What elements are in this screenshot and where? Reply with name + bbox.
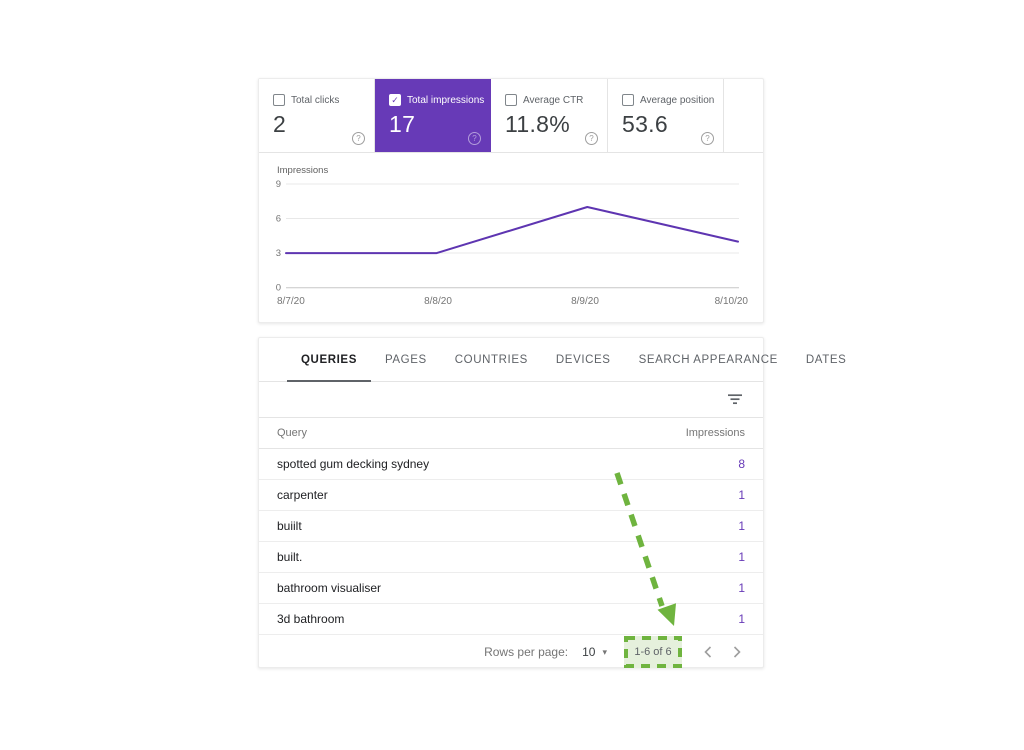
help-icon[interactable]: ?	[352, 132, 365, 145]
xtick-label: 8/10/20	[715, 296, 749, 307]
column-header-impressions[interactable]: Impressions	[685, 427, 745, 439]
table-header-row: Query Impressions	[259, 418, 763, 449]
metric-card-total-clicks[interactable]: Total clicks 2 ?	[259, 79, 375, 152]
metric-card-total-impressions[interactable]: ✓ Total impressions 17 ?	[375, 79, 491, 152]
metrics-row-spacer	[724, 79, 763, 152]
xtick-label: 8/9/20	[571, 296, 599, 307]
impressions-cell: 1	[738, 612, 745, 626]
metric-card-average-position[interactable]: Average position 53.6 ?	[608, 79, 724, 152]
query-cell: built.	[277, 550, 303, 564]
checkbox-unchecked-icon[interactable]	[622, 94, 634, 106]
metrics-row: Total clicks 2 ? ✓ Total impressions 17 …	[259, 79, 763, 153]
tab-bar: QUERIES PAGES COUNTRIES DEVICES SEARCH A…	[259, 338, 846, 382]
query-cell: 3d bathroom	[277, 612, 345, 626]
pagination-bar: Rows per page: 10 ▾ 1-6 of 6	[259, 635, 763, 669]
checkbox-unchecked-icon[interactable]	[273, 94, 285, 106]
pagination-range-highlight: 1-6 of 6	[624, 636, 682, 668]
table-row[interactable]: 3d bathroom 1	[259, 604, 763, 635]
rows-per-page-value: 10	[582, 645, 596, 659]
query-cell: spotted gum decking sydney	[277, 457, 430, 471]
metric-value: 53.6	[622, 111, 668, 137]
table-row[interactable]: buiilt 1	[259, 511, 763, 542]
tab-pages[interactable]: PAGES	[384, 353, 427, 366]
tab-dates[interactable]: DATES	[805, 353, 847, 366]
metric-card-average-ctr[interactable]: Average CTR 11.8% ?	[491, 79, 608, 152]
ytick-label: 6	[276, 214, 281, 225]
performance-summary-card: Total clicks 2 ? ✓ Total impressions 17 …	[258, 78, 764, 323]
ytick-label: 0	[276, 283, 281, 294]
tab-countries[interactable]: COUNTRIES	[454, 353, 528, 366]
chart-ylabel: Impressions	[277, 165, 328, 176]
metric-label: Total impressions	[407, 94, 485, 106]
help-icon[interactable]: ?	[468, 132, 481, 145]
annotation-highlight-box	[624, 636, 682, 668]
previous-page-button[interactable]	[696, 640, 720, 664]
query-cell: carpenter	[277, 488, 328, 502]
metric-value: 11.8%	[505, 111, 571, 137]
chevron-right-icon	[733, 646, 741, 658]
checkbox-unchecked-icon[interactable]	[505, 94, 517, 106]
impressions-cell: 1	[738, 488, 745, 502]
impressions-cell: 8	[738, 457, 745, 471]
ytick-label: 9	[276, 179, 281, 190]
caret-down-icon: ▾	[602, 646, 607, 657]
rows-per-page-select[interactable]: 10 ▾	[582, 645, 607, 659]
table-row[interactable]: spotted gum decking sydney 8	[259, 449, 763, 480]
column-header-query[interactable]: Query	[277, 427, 307, 439]
tab-queries[interactable]: QUERIES	[287, 338, 371, 382]
filter-button[interactable]	[723, 388, 747, 412]
impressions-cell: 1	[738, 519, 745, 533]
metric-label: Total clicks	[291, 94, 340, 106]
help-icon[interactable]: ?	[585, 132, 598, 145]
impressions-line	[285, 206, 739, 255]
metric-value: 2	[273, 111, 287, 137]
metric-label: Average CTR	[523, 94, 584, 106]
xtick-label: 8/8/20	[424, 296, 452, 307]
help-icon[interactable]: ?	[701, 132, 714, 145]
metric-label: Average position	[640, 94, 715, 106]
chevron-left-icon	[704, 646, 712, 658]
ytick-label: 3	[276, 248, 281, 259]
rows-per-page-label: Rows per page:	[484, 645, 569, 659]
xtick-label: 8/7/20	[277, 296, 305, 307]
table-row[interactable]: carpenter 1	[259, 480, 763, 511]
next-page-button[interactable]	[725, 640, 749, 664]
pagination-range-label: 1-6 of 6	[634, 646, 672, 658]
metric-label-row: Total clicks	[273, 94, 374, 106]
impressions-cell: 1	[738, 581, 745, 595]
metric-value: 17	[389, 111, 416, 137]
filter-row	[259, 382, 763, 418]
tab-search-appearance[interactable]: SEARCH APPEARANCE	[638, 353, 778, 366]
tab-devices[interactable]: DEVICES	[555, 353, 611, 366]
checkbox-checked-icon[interactable]: ✓	[389, 94, 401, 106]
chart-area: Impressions 9 6 3 0 8/7/20 8/8/20 8/9/20…	[259, 153, 763, 322]
metric-label-row: ✓ Total impressions	[389, 94, 490, 106]
filter-icon	[728, 394, 742, 405]
table-row[interactable]: bathroom visualiser 1	[259, 573, 763, 604]
impressions-cell: 1	[738, 550, 745, 564]
queries-table-card: QUERIES PAGES COUNTRIES DEVICES SEARCH A…	[258, 337, 846, 669]
table-row[interactable]: built. 1	[259, 542, 763, 573]
metric-label-row: Average position	[622, 94, 723, 106]
metric-label-row: Average CTR	[505, 94, 607, 106]
query-cell: buiilt	[277, 519, 302, 533]
impressions-chart: Impressions 9 6 3 0 8/7/20 8/8/20 8/9/20…	[276, 165, 749, 307]
query-cell: bathroom visualiser	[277, 581, 382, 595]
